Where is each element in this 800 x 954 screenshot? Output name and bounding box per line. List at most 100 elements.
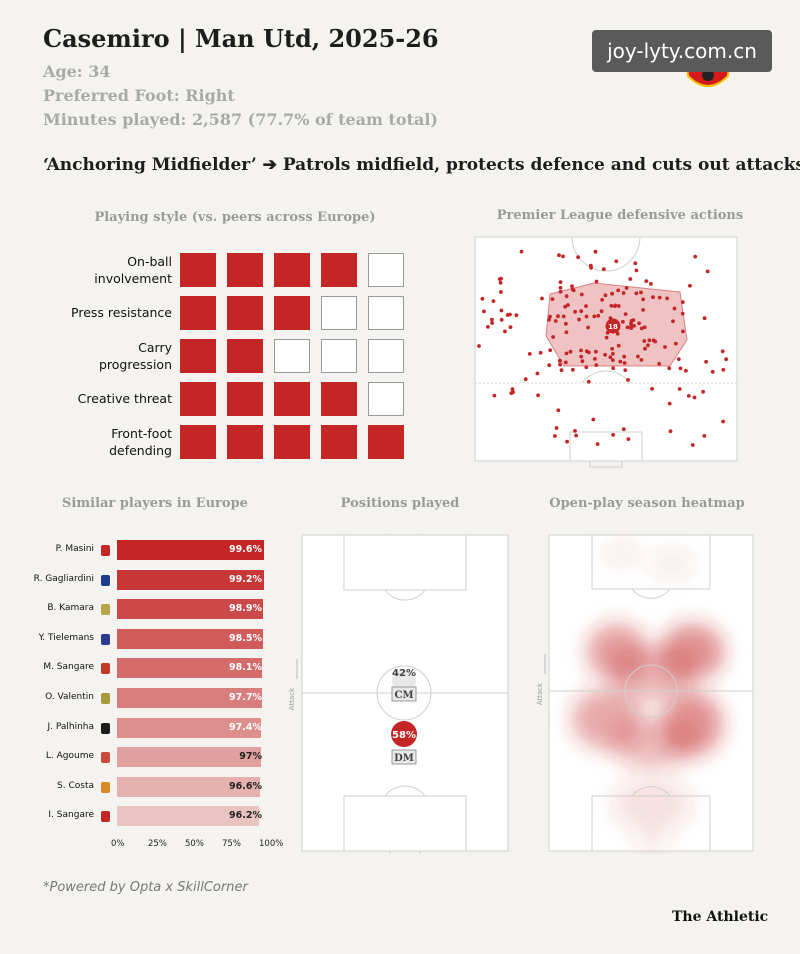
style-row-label: On-ball involvement	[94, 254, 172, 286]
style-square	[368, 425, 404, 459]
similar-player-value: 97.4%	[229, 721, 262, 733]
defensive-action-dot	[558, 289, 563, 294]
club-badge-icon	[101, 693, 110, 704]
defensive-action-dot	[584, 304, 588, 308]
defensive-action-dot	[564, 321, 568, 326]
defensive-action-dot	[579, 292, 584, 297]
style-square	[321, 382, 357, 416]
defensive-action-dot	[553, 434, 557, 438]
defensive-action-dot	[621, 291, 626, 295]
style-square	[227, 425, 263, 459]
similar-player-name: P. Masini	[55, 544, 94, 554]
preferred-foot: Preferred Foot: Right	[43, 86, 235, 105]
style-square	[321, 296, 357, 330]
page-title: Casemiro | Man Utd, 2025-26	[43, 24, 439, 53]
defensive-action-dot	[621, 319, 625, 324]
defensive-action-dot	[594, 279, 599, 284]
defensive-action-dot	[561, 314, 566, 319]
defensive-action-dot	[634, 291, 639, 296]
player-age: Age: 34	[43, 62, 111, 81]
defensive-action-dot	[603, 293, 608, 298]
defensive-action-dot	[622, 361, 627, 365]
similar-player-name: R. Gagliardini	[33, 573, 94, 584]
defensive-action-dot	[704, 359, 708, 364]
defensive-action-dot	[558, 285, 563, 290]
defensive-action-dot	[553, 319, 558, 323]
defensive-action-dot	[671, 319, 675, 324]
defensive-action-dot	[646, 343, 650, 348]
defensive-actions-title: Premier League defensive actions	[496, 208, 744, 223]
defensive-action-dot	[649, 282, 653, 286]
defensive-action-dot	[609, 303, 614, 308]
positions-pitch: Attack 42% CM 58% DM	[282, 528, 510, 858]
defensive-action-dot	[611, 433, 615, 437]
x-tick-label: 50%	[185, 839, 204, 849]
role-description: ‘Anchoring Midfielder’ ➔ Patrols midfiel…	[43, 155, 800, 175]
similar-player-value: 96.6%	[229, 780, 262, 792]
similar-player-name: S. Costa	[57, 780, 94, 791]
style-square	[274, 253, 310, 287]
defensive-action-dot	[510, 387, 515, 392]
defensive-action-dot	[498, 280, 503, 285]
defensive-action-dot	[680, 300, 685, 304]
x-tick-label: 0%	[111, 839, 125, 849]
similar-player-bar	[117, 747, 261, 768]
similar-player-bar	[117, 540, 265, 560]
defensive-action-dot	[497, 277, 502, 281]
defensive-action-dot	[665, 296, 669, 301]
svg-text:Attack: Attack	[288, 687, 296, 710]
similar-player-bar	[117, 599, 264, 620]
defensive-action-dot	[642, 325, 647, 330]
defensive-action-dot	[702, 434, 707, 438]
defensive-action-dot	[642, 339, 647, 343]
defensive-action-dot	[480, 296, 485, 301]
defensive-action-dot	[668, 429, 673, 434]
style-square	[180, 425, 216, 459]
defensive-action-dot	[571, 367, 575, 372]
defensive-action-dot	[558, 280, 563, 284]
defensive-action-dot	[603, 352, 607, 357]
style-square	[227, 253, 263, 287]
defensive-action-dot	[667, 366, 672, 371]
defensive-action-dot	[563, 304, 568, 309]
playing-style-grid: On-ball involvement Press resistance Carry…	[20, 250, 420, 465]
defensive-action-dot	[547, 317, 551, 322]
defensive-action-dot	[527, 352, 532, 356]
similar-player-value: 98.5%	[229, 632, 262, 644]
defensive-action-dot	[639, 358, 644, 362]
similar-player-bar	[117, 658, 263, 679]
style-square	[180, 339, 216, 373]
style-square	[227, 339, 263, 373]
defensive-action-dot	[611, 351, 615, 356]
defensive-action-dot	[639, 290, 643, 295]
defensive-action-dot	[616, 304, 621, 308]
defensive-action-dot	[684, 368, 688, 373]
defensive-action-dot	[519, 249, 524, 254]
similar-player-bar	[117, 628, 263, 649]
defensive-action-dot	[535, 371, 540, 376]
similar-player-bar	[117, 688, 262, 708]
defensive-action-dot	[536, 393, 540, 398]
defensive-action-dot	[693, 254, 698, 259]
similar-player-name: B. Kamara	[47, 603, 94, 614]
similar-player-value: 98.9%	[229, 603, 262, 615]
defensive-action-dot	[551, 335, 555, 339]
season-heatmap: Attack	[532, 534, 756, 858]
defensive-action-dot	[564, 294, 569, 299]
defensive-action-dot	[557, 359, 562, 363]
similar-players-title: Similar players in Europe	[62, 496, 248, 511]
defensive-action-dot	[621, 427, 626, 432]
defensive-action-dot	[579, 354, 584, 359]
style-square	[321, 425, 357, 459]
defensive-action-dot	[604, 335, 609, 340]
similar-player-bar	[117, 569, 264, 590]
style-square	[321, 253, 357, 287]
style-square	[180, 382, 216, 416]
defensive-action-dot	[676, 357, 681, 361]
defensive-action-dot	[595, 442, 600, 446]
defensive-action-dot	[563, 360, 568, 365]
x-tick-label: 25%	[148, 839, 167, 849]
attack-axis-label: Attack	[288, 687, 296, 710]
similar-player-value: 96.2%	[229, 810, 262, 822]
defensive-action-dot	[690, 443, 695, 447]
